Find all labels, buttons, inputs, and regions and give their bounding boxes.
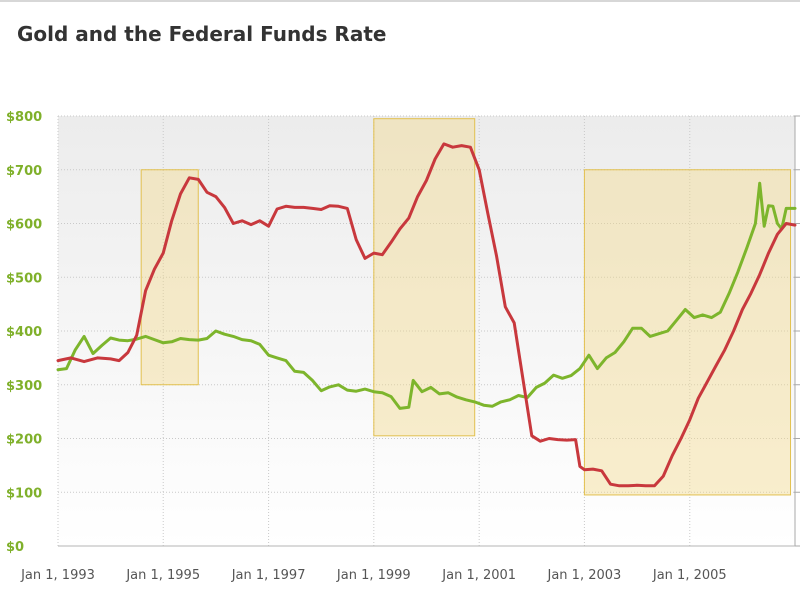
y-tick-label: $500	[6, 271, 42, 286]
series-line-red	[56, 142, 797, 488]
chart-title: Gold and the Federal Funds Rate	[17, 22, 387, 46]
highlight-region	[373, 118, 476, 437]
y-tick-label: $0	[6, 540, 24, 555]
plot-background	[58, 116, 795, 546]
y-tick-label: $200	[6, 433, 42, 448]
y-tick-label: $300	[6, 379, 42, 394]
x-tick-label: Jan 1, 1997	[231, 568, 306, 583]
y-tick-label: $100	[6, 486, 42, 501]
x-tick-label: Jan 1, 2005	[652, 568, 727, 583]
series-line-green	[56, 181, 797, 410]
x-tick-label: Jan 1, 1995	[125, 568, 200, 583]
y-tick-label: $400	[6, 325, 42, 340]
highlight-region	[583, 169, 792, 496]
y-tick-label: $700	[6, 164, 42, 179]
top-divider	[0, 0, 800, 2]
x-tick-label: Jan 1, 2003	[547, 568, 622, 583]
x-tick-label: Jan 1, 2001	[441, 568, 516, 583]
x-tick-label: Jan 1, 1999	[336, 568, 411, 583]
x-tick-label: Jan 1, 1993	[20, 568, 95, 583]
y-tick-label: $800	[6, 110, 42, 125]
y-tick-label: $600	[6, 218, 42, 233]
